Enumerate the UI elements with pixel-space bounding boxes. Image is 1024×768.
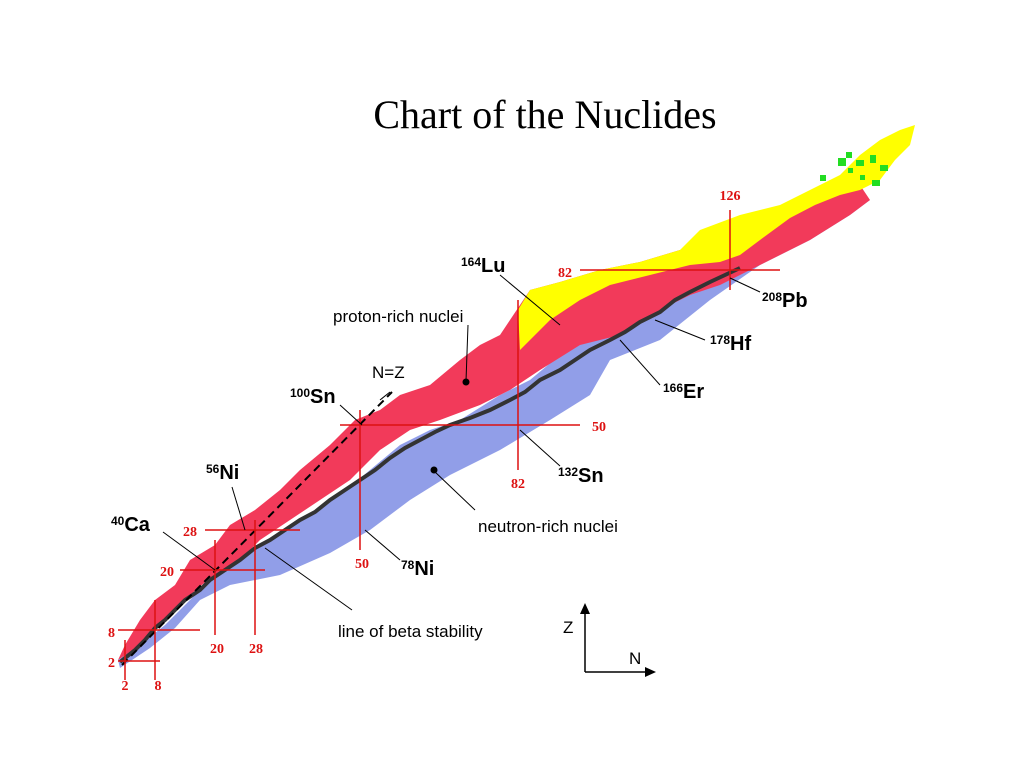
pointer-hf178	[654, 319, 706, 341]
isotope-ni56: 56Ni	[206, 462, 239, 484]
pointer-ni78	[364, 529, 401, 561]
magic-n-label: 50	[355, 557, 369, 572]
magic-z-label: 2	[108, 656, 115, 671]
isotope-mass: 78	[401, 558, 415, 572]
pointer-sn100	[339, 404, 363, 426]
proton-rich-dot	[462, 378, 470, 386]
magic-z-label: 28	[183, 525, 197, 540]
isotope-mass: 132	[558, 465, 578, 479]
neutron-rich-dot	[430, 466, 438, 474]
magic-n-label: 126	[720, 189, 741, 204]
pointer-ni56	[231, 486, 246, 531]
magic-number-labels: 2 8 20 28 50 82 2 8 20 28 50 82 126	[108, 189, 741, 694]
pointer-sn132	[519, 429, 561, 467]
magic-n-label: 20	[210, 642, 224, 657]
isotope-sn100: 100Sn	[290, 386, 336, 408]
isotope-mass: 40	[111, 514, 125, 528]
green-region	[820, 152, 888, 186]
magic-n-label: 28	[249, 642, 263, 657]
isotope-labels: 164Lu 208Pb 178Hf 166Er 100Sn 132Sn 56Ni…	[111, 255, 808, 580]
isotope-er166: 166Er	[663, 381, 704, 403]
neutron-rich-region	[118, 195, 870, 668]
nz-label: N=Z	[372, 363, 405, 382]
z-axis-label: Z	[563, 618, 573, 637]
isotope-symbol: Ni	[219, 462, 239, 484]
axes-indicator: Z N	[563, 603, 656, 677]
nuclide-band	[118, 125, 915, 668]
isotope-mass: 100	[290, 386, 310, 400]
proton-rich-region	[118, 185, 870, 660]
pointer-ca40	[162, 531, 216, 571]
isotope-symbol: Sn	[310, 386, 336, 408]
pointer-lu164	[499, 274, 561, 326]
magic-z-label: 8	[108, 626, 115, 641]
stability-label: line of beta stability	[338, 622, 483, 641]
isotope-symbol: Pb	[782, 290, 808, 312]
pointer-nz	[379, 391, 391, 401]
isotope-mass: 56	[206, 462, 220, 476]
pointer-er166	[619, 339, 661, 386]
pointer-proton-rich	[465, 324, 469, 382]
proton-rich-label: proton-rich nuclei	[333, 307, 463, 326]
isotope-sn132: 132Sn	[558, 465, 604, 487]
isotope-symbol: Lu	[481, 255, 505, 277]
magic-z-label: 50	[592, 420, 606, 435]
isotope-symbol: Ni	[414, 558, 434, 580]
magic-n-label: 8	[155, 679, 162, 694]
page-title: Chart of the Nuclides	[373, 92, 716, 137]
isotope-pb208: 208Pb	[762, 290, 808, 312]
isotope-mass: 178	[710, 333, 730, 347]
magic-z-label: 20	[160, 565, 174, 580]
isotope-ca40: 40Ca	[111, 514, 151, 536]
isotope-lu164: 164Lu	[461, 255, 505, 277]
isotope-symbol: Ca	[124, 514, 150, 536]
pointer-lines	[162, 274, 761, 611]
isotope-mass: 164	[461, 255, 481, 269]
pointer-neutron-rich	[433, 470, 476, 511]
isotope-mass: 208	[762, 290, 782, 304]
n-arrowhead-icon	[645, 667, 656, 677]
magic-z-label: 82	[558, 266, 572, 281]
isotope-symbol: Er	[683, 381, 704, 403]
isotope-symbol: Sn	[578, 465, 604, 487]
pointer-stability	[264, 547, 353, 611]
isotope-ni78: 78Ni	[401, 558, 434, 580]
magic-n-label: 2	[122, 679, 129, 694]
yellow-region	[518, 125, 915, 350]
isotope-hf178: 178Hf	[710, 333, 751, 355]
n-axis-label: N	[629, 649, 641, 668]
n-equals-z-line	[121, 391, 393, 666]
z-arrowhead-icon	[580, 603, 590, 614]
magic-n-label: 82	[511, 477, 525, 492]
magic-number-lines	[118, 210, 780, 680]
neutron-rich-label: neutron-rich nuclei	[478, 517, 618, 536]
isotope-mass: 166	[663, 381, 683, 395]
isotope-symbol: Hf	[730, 333, 751, 355]
stability-line	[118, 266, 741, 664]
pointer-pb208	[729, 277, 761, 293]
